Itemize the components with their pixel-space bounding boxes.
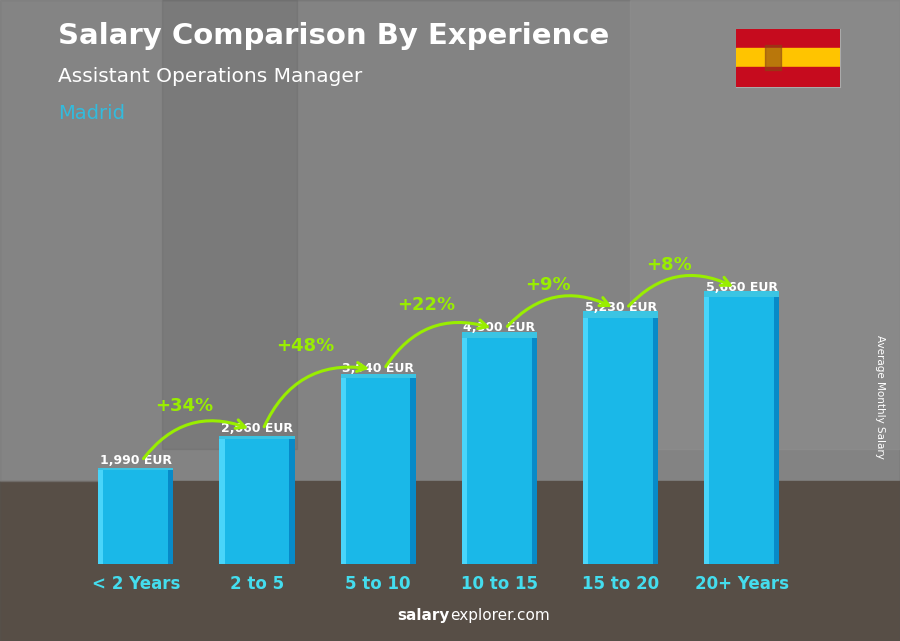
Bar [532, 338, 537, 564]
Text: +8%: +8% [646, 256, 692, 274]
Bar [162, 0, 297, 449]
Bar [462, 332, 537, 338]
Bar [410, 378, 416, 564]
Text: Salary Comparison By Experience: Salary Comparison By Experience [58, 22, 610, 51]
Bar [98, 468, 174, 470]
Bar [340, 374, 416, 378]
Text: Madrid: Madrid [58, 104, 125, 123]
Text: 4,800 EUR: 4,800 EUR [464, 321, 536, 334]
Bar [704, 297, 779, 564]
Text: 2,660 EUR: 2,660 EUR [220, 422, 292, 435]
Bar [583, 317, 658, 564]
Bar [168, 470, 174, 564]
Text: Average Monthly Salary: Average Monthly Salary [875, 335, 886, 460]
Text: +34%: +34% [155, 397, 213, 415]
Text: +9%: +9% [525, 276, 571, 294]
Bar [98, 470, 174, 564]
Bar [462, 338, 537, 564]
Bar [0, 0, 900, 481]
Bar [704, 297, 709, 564]
Bar [736, 67, 840, 87]
Bar [462, 338, 467, 564]
Text: explorer.com: explorer.com [450, 608, 550, 623]
Bar [652, 317, 658, 564]
Bar [289, 438, 294, 564]
Text: 3,940 EUR: 3,940 EUR [342, 362, 414, 374]
Bar [583, 312, 658, 317]
Bar [98, 470, 104, 564]
Bar [0, 0, 162, 481]
Bar [0, 481, 900, 641]
Bar [736, 48, 840, 67]
Text: 5,230 EUR: 5,230 EUR [584, 301, 657, 314]
Bar [220, 438, 294, 564]
Bar [765, 45, 780, 71]
Bar [704, 290, 779, 297]
Bar [340, 378, 346, 564]
Bar [774, 297, 779, 564]
Bar [583, 317, 589, 564]
Bar [340, 378, 416, 564]
Text: Assistant Operations Manager: Assistant Operations Manager [58, 67, 363, 87]
Bar [630, 0, 900, 449]
Text: salary: salary [398, 608, 450, 623]
Text: 1,990 EUR: 1,990 EUR [100, 454, 172, 467]
Text: +22%: +22% [398, 296, 455, 314]
Bar [220, 438, 225, 564]
Text: 5,660 EUR: 5,660 EUR [706, 281, 778, 294]
Text: +48%: +48% [276, 337, 335, 355]
Bar [220, 436, 294, 438]
Bar [736, 29, 840, 48]
